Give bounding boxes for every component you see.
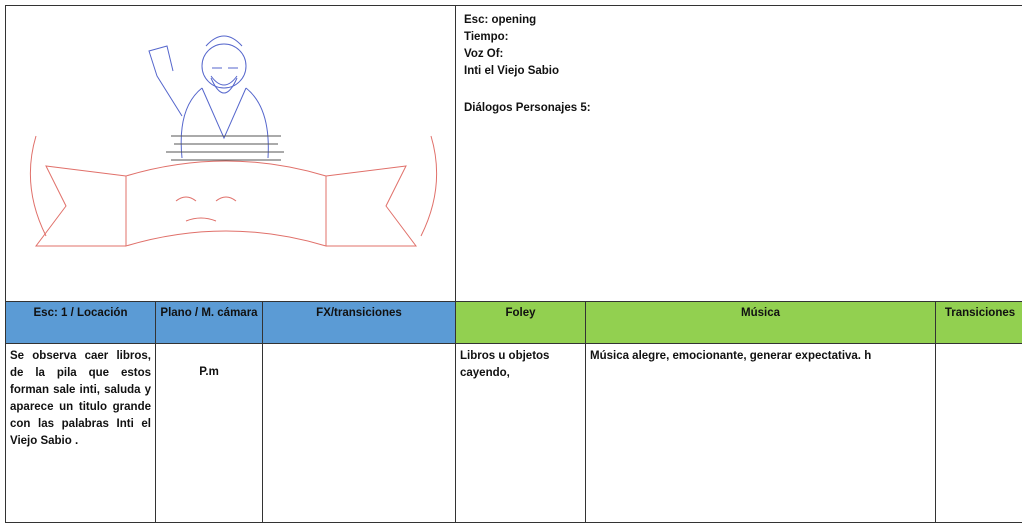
image-cell <box>5 5 456 302</box>
banner <box>29 135 438 247</box>
info-line: Esc: opening <box>464 14 537 26</box>
info-line: Voz Of: <box>464 48 504 60</box>
transitions-cell <box>935 343 1022 523</box>
plano-cell: P.m <box>155 343 263 523</box>
music-cell: Música alegre, emocionante, generar expe… <box>585 343 936 523</box>
scene-info: Esc: opening Tiempo: Voz Of: Inti el Vie… <box>455 5 1022 302</box>
column-header: Música <box>585 301 936 344</box>
column-header: Esc: 1 / Locación <box>5 301 156 344</box>
column-header: Foley <box>455 301 586 344</box>
info-line: Inti el Viejo Sabio <box>464 65 560 77</box>
column-header: Plano / M. cámara <box>155 301 263 344</box>
books <box>166 135 284 161</box>
info-line: Diálogos Personajes 5: <box>464 102 591 114</box>
column-header: FX/transiciones <box>262 301 456 344</box>
fx-cell <box>262 343 456 523</box>
sketch <box>29 35 438 247</box>
wise-man-figure <box>148 35 269 159</box>
info-line: Tiempo: <box>464 31 509 43</box>
location-cell: Se observa caer libros, de la pila que e… <box>5 343 156 523</box>
foley-cell: Libros u objetos cayendo, <box>455 343 586 523</box>
column-header: Transiciones <box>935 301 1022 344</box>
